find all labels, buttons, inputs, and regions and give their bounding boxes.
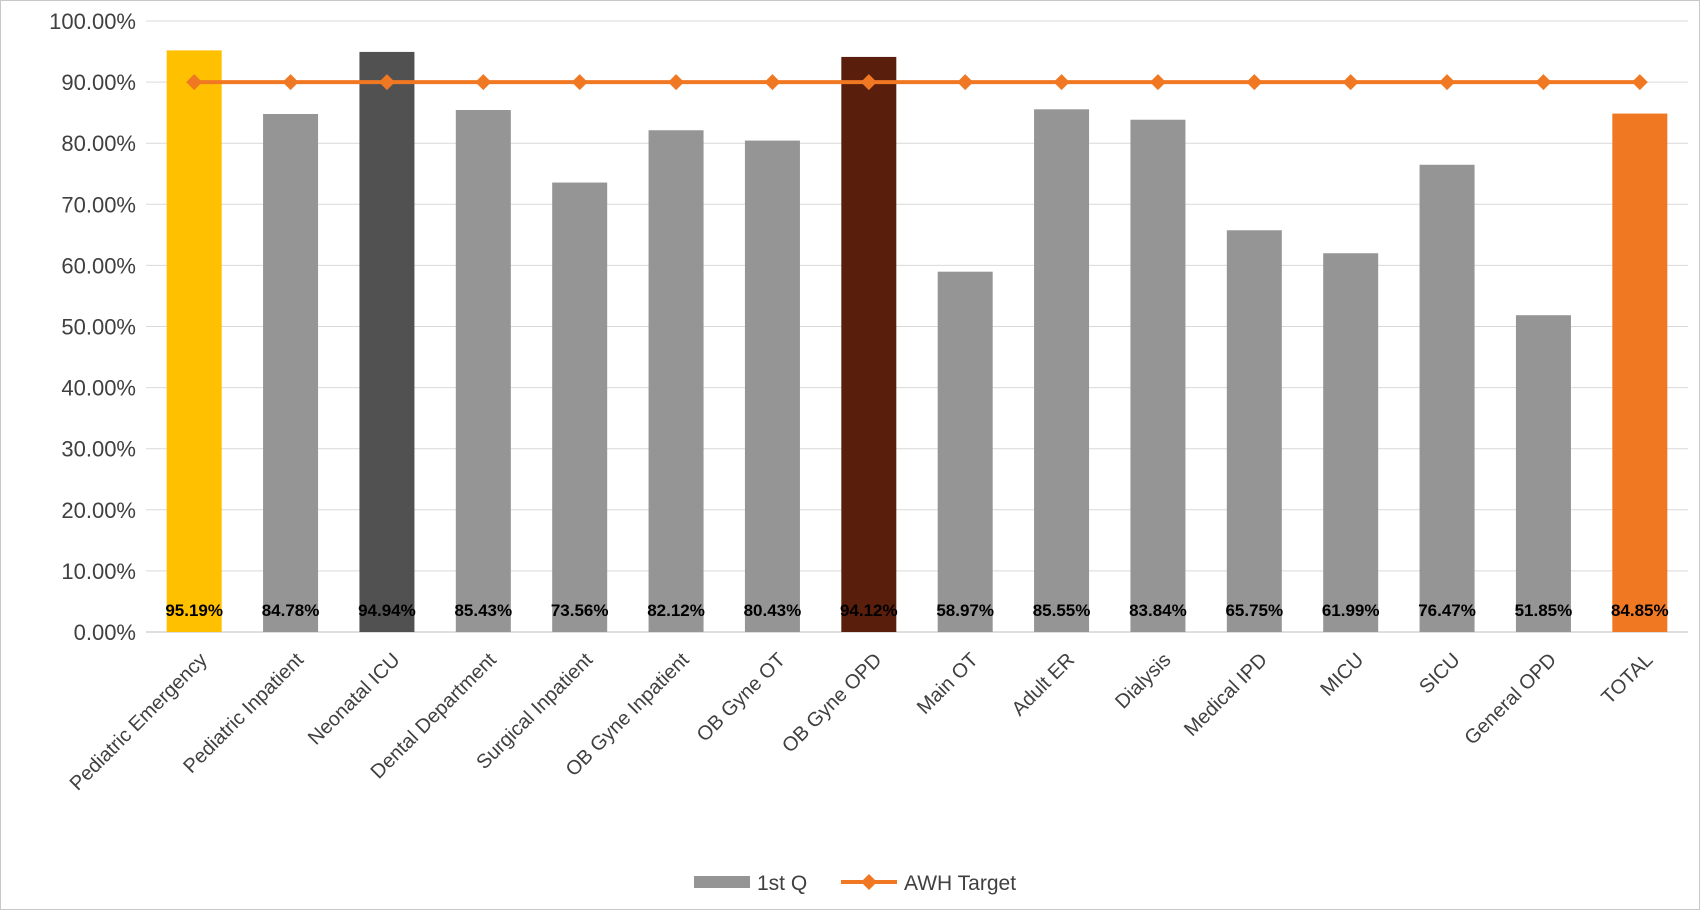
data-label: 82.12% (647, 601, 705, 620)
data-label: 84.78% (262, 601, 320, 620)
data-label: 95.19% (165, 601, 223, 620)
bar (1612, 113, 1668, 632)
y-tick-label: 60.00% (61, 253, 136, 278)
category-label: OB Gyne OPD (778, 649, 886, 757)
y-tick-label: 10.00% (61, 559, 136, 584)
category-label: MICU (1317, 649, 1369, 701)
data-label: 61.99% (1322, 601, 1380, 620)
target-marker (957, 74, 974, 91)
data-label: 65.75% (1225, 601, 1283, 620)
category-label: Dialysis (1111, 649, 1175, 713)
legend-label-awh-target: AWH Target (904, 872, 1016, 895)
category-label: Adult ER (1008, 649, 1079, 720)
category-label: General OPD (1461, 649, 1561, 749)
bar (1130, 119, 1186, 632)
data-label: 73.56% (551, 601, 609, 620)
data-label: 94.94% (358, 601, 416, 620)
bar (841, 56, 897, 632)
y-tick-label: 90.00% (61, 70, 136, 95)
bar (263, 113, 319, 632)
legend-swatch-marker (861, 874, 877, 890)
target-marker (571, 74, 588, 91)
target-marker (282, 74, 299, 91)
target-marker (475, 74, 492, 91)
y-tick-label: 40.00% (61, 376, 136, 401)
target-marker (1149, 74, 1166, 91)
category-label: Medical IPD (1180, 649, 1272, 741)
data-label: 58.97% (936, 601, 994, 620)
data-label: 80.43% (744, 601, 802, 620)
bar (1226, 230, 1282, 632)
data-label: 85.55% (1033, 601, 1091, 620)
bar (1419, 164, 1475, 632)
target-marker (1631, 74, 1648, 91)
y-tick-label: 100.00% (49, 9, 136, 34)
target-marker (1246, 74, 1263, 91)
data-label: 85.43% (454, 601, 512, 620)
target-marker (668, 74, 685, 91)
category-label: TOTAL (1598, 649, 1658, 709)
bar (1323, 253, 1379, 633)
data-label: 84.85% (1611, 601, 1669, 620)
target-marker (1439, 74, 1456, 91)
target-marker (378, 74, 395, 91)
category-label: OB Gyne OT (693, 649, 790, 746)
data-label: 76.47% (1418, 601, 1476, 620)
bar (359, 51, 415, 632)
y-tick-label: 50.00% (61, 315, 136, 340)
legend-label-1st-q: 1st Q (757, 872, 807, 895)
bar (648, 130, 704, 632)
target-marker (1535, 74, 1552, 91)
bar (1515, 315, 1571, 632)
bar (1034, 109, 1090, 633)
category-label: Main OT (913, 649, 983, 719)
target-marker (186, 74, 203, 91)
y-tick-label: 20.00% (61, 498, 136, 523)
category-label: SICU (1415, 649, 1464, 698)
y-tick-label: 0.00% (74, 620, 136, 645)
bar (455, 110, 511, 632)
target-marker (860, 74, 877, 91)
y-tick-label: 70.00% (61, 192, 136, 217)
data-label: 83.84% (1129, 601, 1187, 620)
y-tick-label: 80.00% (61, 131, 136, 156)
target-marker (764, 74, 781, 91)
legend-swatch-bar (694, 876, 750, 888)
bar (552, 182, 608, 632)
target-marker (1053, 74, 1070, 91)
target-marker (1342, 74, 1359, 91)
bar (937, 271, 993, 632)
bar (744, 140, 800, 632)
category-label: Neonatal ICU (304, 649, 404, 749)
data-label: 51.85% (1515, 601, 1573, 620)
data-label: 94.12% (840, 601, 898, 620)
bar (166, 50, 222, 632)
y-tick-label: 30.00% (61, 437, 136, 462)
